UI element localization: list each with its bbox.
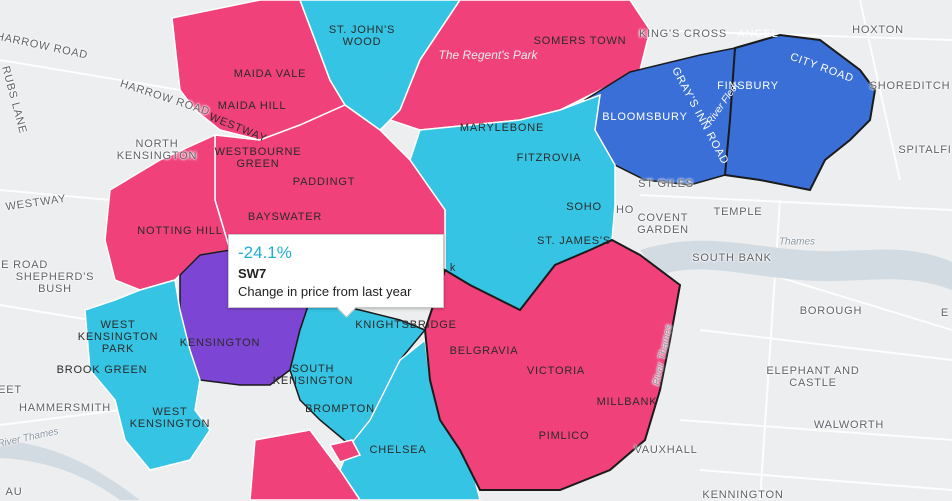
tooltip-postcode: SW7 [238, 266, 267, 281]
label-south-bank: SOUTH BANK [692, 252, 772, 264]
label-shepherds-bush: SHEPHERD'S BUSH [15, 271, 95, 295]
label-fitzrovia: FITZROVIA [516, 152, 582, 164]
label-ge-road: GE ROAD [0, 259, 49, 271]
label-north-kensington: NORTH KENSINGTON [116, 138, 198, 162]
tooltip-value: -24.1% [238, 243, 292, 262]
label-kings-cross: KING'S CROSS [638, 28, 728, 40]
label-thames: Thames [778, 236, 816, 248]
label-pimlico: PIMLICO [538, 430, 590, 442]
label-paddington: PADDINGT [292, 176, 356, 188]
label-covent-garden: COVENT GARDEN [637, 212, 689, 236]
label-west-kensington: WEST KENSINGTON [129, 406, 211, 430]
label-chelsea: CHELSEA [369, 444, 427, 456]
label-bloomsbury: BLOOMSBURY [602, 111, 688, 123]
label-hoxton: HOXTON [852, 24, 904, 36]
label-st-johns-wood: ST. JOHN'S WOOD [328, 24, 396, 48]
label-shoreditch: SHOREDITCH [869, 80, 951, 92]
label-knightsbridge: KNIGHTSBRIDGE [355, 319, 457, 331]
label-st-giles: ST GILES [638, 178, 694, 190]
label-soho: SOHO [566, 201, 602, 213]
label-borough: BOROUGH [799, 305, 863, 317]
region-south-fringe[interactable] [249, 429, 361, 500]
tooltip-description: Change in price from last year [238, 284, 412, 299]
label-temple: TEMPLE [713, 206, 763, 218]
label-maida-hill: MAIDA HILL [217, 100, 287, 112]
region-tooltip: -24.1% SW7 Change in price from last yea… [228, 234, 444, 308]
label-millbank: MILLBANK [596, 396, 658, 408]
region-belgravia-victoria[interactable] [423, 238, 682, 491]
label-bayswater: BAYSWATER [247, 211, 323, 223]
label-vauxhall: VAUXHALL [634, 444, 698, 456]
label-somers-town: SOMERS TOWN [533, 35, 627, 47]
label-ho: HO [615, 204, 635, 216]
label-spitalfields: SPITALFI [898, 144, 952, 156]
label-kennington: KENNINGTON [702, 489, 784, 501]
label-e: E [940, 307, 950, 319]
label-westbourne-green: WESTBOURNE GREEN [214, 146, 302, 170]
label-notting-hill: NOTTING HILL [137, 225, 223, 237]
label-brook-green: BROOK GREEN [56, 364, 148, 376]
label-brompton: BROMPTON [305, 403, 375, 415]
label-finsbury: FINSBURY [717, 80, 779, 92]
label-eet: EET [0, 384, 22, 396]
label-k: k [449, 262, 457, 274]
region-finsbury[interactable] [723, 33, 877, 192]
label-hammersmith: HAMMERSMITH [19, 402, 111, 414]
region-chelsea-patch[interactable] [328, 439, 362, 463]
label-au: AU [5, 486, 23, 498]
label-st-james: ST. JAMES'S [537, 235, 611, 247]
label-marylebone: MARYLEBONE [459, 122, 545, 134]
label-west-kensington-park: WEST KENSINGTON PARK [77, 319, 159, 355]
region-west-kensington[interactable] [84, 279, 211, 471]
label-south-kensington: SOUTH KENSINGTON [272, 363, 354, 387]
label-angel: ANGEL [737, 28, 779, 40]
label-belgravia: BELGRAVIA [449, 345, 519, 357]
label-regents-park: The Regent's Park [438, 48, 538, 62]
thames-river [0, 240, 952, 500]
label-maida-vale: MAIDA VALE [233, 68, 307, 80]
label-victoria: VICTORIA [526, 365, 586, 377]
label-walworth: WALWORTH [813, 419, 885, 431]
label-kensington: KENSINGTON [179, 337, 261, 349]
label-elephant-castle: ELEPHANT AND CASTLE [766, 365, 860, 389]
